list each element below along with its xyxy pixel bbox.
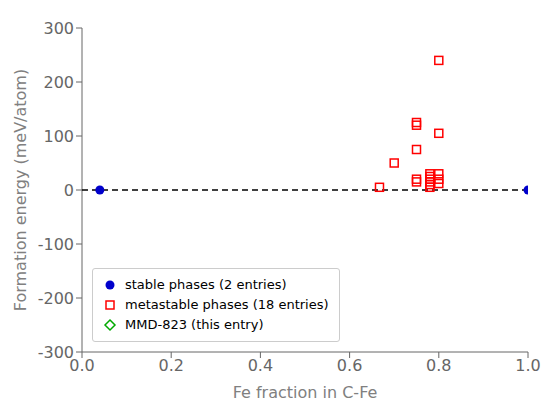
svg-text:300: 300 — [43, 19, 74, 38]
svg-text:-100: -100 — [38, 235, 74, 254]
svg-text:0.4: 0.4 — [248, 356, 273, 375]
svg-text:100: 100 — [43, 127, 74, 146]
svg-text:-300: -300 — [38, 343, 74, 362]
svg-text:-200: -200 — [38, 289, 74, 308]
svg-text:0: 0 — [64, 181, 74, 200]
html-text:MMD-823 (this entry): MMD-823 (this entry) — [125, 317, 264, 332]
svg-text:0.2: 0.2 — [158, 356, 183, 375]
svg-text:0.8: 0.8 — [426, 356, 451, 375]
svg-text:Fe fraction in C-Fe: Fe fraction in C-Fe — [233, 383, 378, 402]
svg-text:0.6: 0.6 — [337, 356, 362, 375]
svg-text:200: 200 — [43, 73, 74, 92]
svg-text:1.0: 1.0 — [515, 356, 540, 375]
html-text:stable phases (2 entries): stable phases (2 entries) — [125, 277, 287, 292]
svg-text:Formation energy (meV/atom): Formation energy (meV/atom) — [11, 69, 30, 311]
html-text:metastable phases (18 entries): metastable phases (18 entries) — [125, 297, 329, 312]
svg-text:0.0: 0.0 — [69, 356, 95, 376]
